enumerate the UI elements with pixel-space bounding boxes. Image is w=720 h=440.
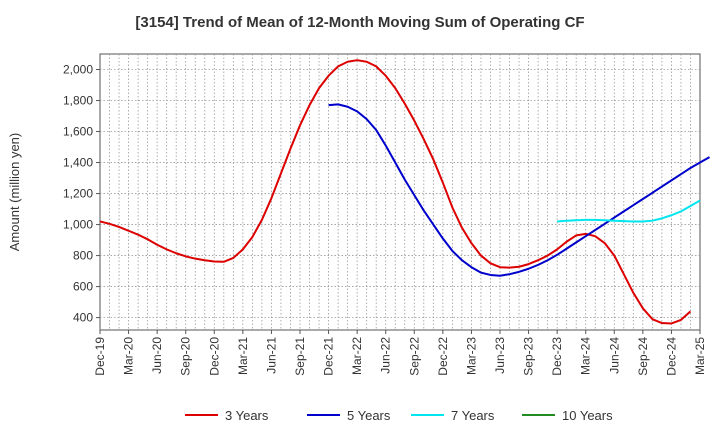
legend-label: 10 Years	[562, 408, 613, 423]
y-axis: 400 600 800 1,000 1,200 1,400 1,600 1,800 2,000	[63, 63, 100, 325]
legend-label: 7 Years	[451, 408, 495, 423]
x-tick-label: Dec-21	[322, 337, 336, 376]
x-tick-label: Jun-20	[150, 337, 164, 374]
x-tick-label: Mar-25	[693, 337, 707, 375]
y-axis-title: Amount (million yen)	[7, 133, 22, 252]
series-line-5-years	[328, 103, 711, 277]
x-tick-label: Sep-22	[407, 337, 421, 376]
x-tick-label: Sep-21	[293, 337, 307, 376]
y-tick-label: 600	[73, 280, 93, 294]
x-tick-label: Mar-22	[350, 337, 364, 375]
y-tick-label: 800	[73, 249, 93, 263]
x-tick-label: Mar-21	[236, 337, 250, 375]
x-tick-label: Mar-20	[122, 337, 136, 375]
y-tick-label: 1,200	[63, 187, 93, 201]
series-layer	[99, 59, 711, 325]
x-tick-label: Jun-22	[379, 337, 393, 374]
x-axis: Dec-19 Mar-20 Jun-20 Sep-20 Dec-20 Mar-21 Jun-…	[93, 330, 707, 376]
x-tick-label: Sep-20	[179, 337, 193, 376]
chart-title: [3154] Trend of Mean of 12-Month Moving …	[135, 14, 584, 31]
legend: 3 Years 5 Years 7 Years 10 Years	[185, 408, 613, 423]
x-tick-label: Jun-23	[493, 337, 507, 374]
grid	[100, 54, 700, 330]
x-tick-label: Jun-21	[264, 337, 278, 374]
x-tick-label: Sep-24	[636, 337, 650, 376]
x-tick-label: Dec-19	[93, 337, 107, 376]
x-tick-label: Jun-24	[607, 337, 621, 374]
series-line-3-years	[99, 59, 692, 325]
legend-label: 3 Years	[225, 408, 269, 423]
x-tick-label: Dec-20	[207, 337, 221, 376]
x-tick-label: Mar-23	[464, 337, 478, 375]
x-tick-label: Dec-24	[664, 337, 678, 376]
y-tick-label: 2,000	[63, 63, 93, 77]
plot-area	[99, 53, 701, 331]
x-tick-label: Dec-22	[436, 337, 450, 376]
series-line-7-years	[557, 199, 701, 223]
y-tick-label: 1,000	[63, 218, 93, 232]
y-tick-label: 1,800	[63, 94, 93, 108]
x-tick-label: Sep-23	[522, 337, 536, 376]
x-tick-label: Mar-24	[579, 337, 593, 375]
x-tick-label: Dec-23	[550, 337, 564, 376]
legend-label: 5 Years	[347, 408, 391, 423]
y-tick-label: 400	[73, 311, 93, 325]
y-tick-label: 1,600	[63, 125, 93, 139]
y-tick-label: 1,400	[63, 156, 93, 170]
